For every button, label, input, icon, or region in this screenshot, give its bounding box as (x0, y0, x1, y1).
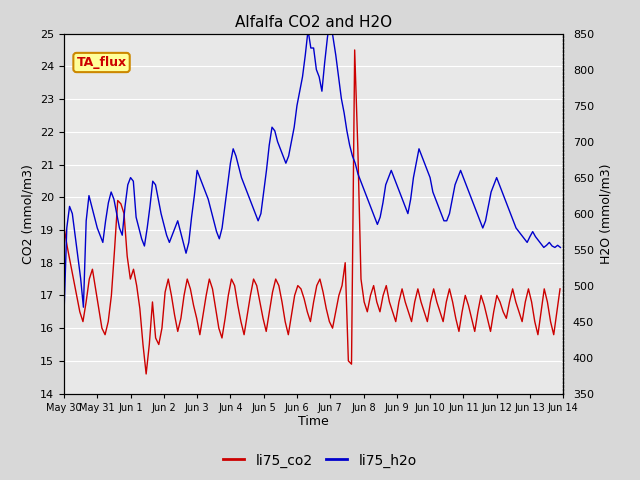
Y-axis label: CO2 (mmol/m3): CO2 (mmol/m3) (22, 164, 35, 264)
Y-axis label: H2O (mmol/m3): H2O (mmol/m3) (600, 163, 612, 264)
X-axis label: Time: Time (298, 415, 329, 429)
Text: TA_flux: TA_flux (77, 56, 127, 69)
Title: Alfalfa CO2 and H2O: Alfalfa CO2 and H2O (235, 15, 392, 30)
Legend: li75_co2, li75_h2o: li75_co2, li75_h2o (218, 448, 422, 473)
